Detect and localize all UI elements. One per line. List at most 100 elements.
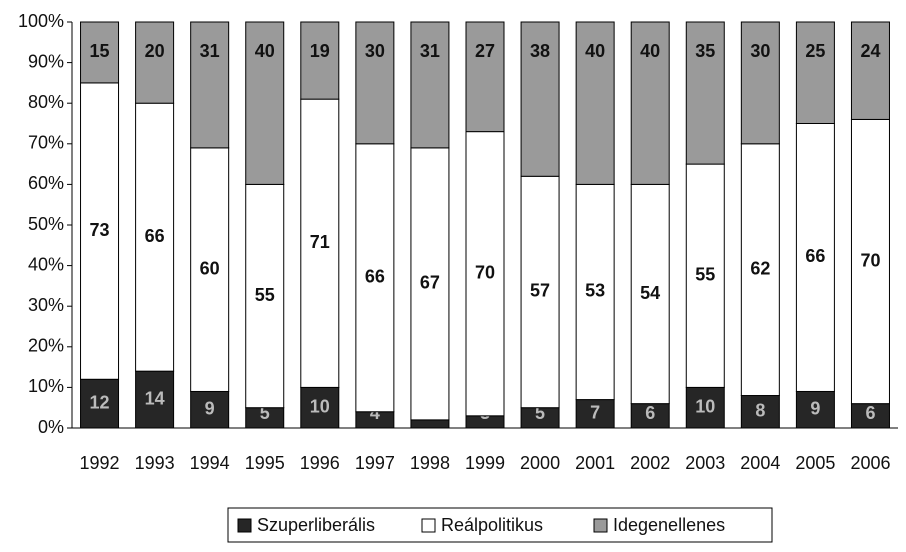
- bar-segment: [575, 21, 615, 185]
- y-tick-label: 20%: [28, 336, 64, 356]
- data-label: 7: [590, 403, 600, 423]
- data-label: 24: [860, 41, 880, 61]
- data-label: 57: [530, 281, 550, 301]
- bar-segment: [685, 386, 725, 429]
- data-label: 4: [370, 403, 380, 423]
- legend-label: Idegenellenes: [613, 515, 725, 535]
- bar-segment: [245, 183, 285, 409]
- x-tick-label: 2001: [575, 453, 615, 473]
- data-label: 31: [420, 41, 440, 61]
- y-tick-label: 40%: [28, 254, 64, 274]
- data-label: 9: [205, 398, 215, 418]
- legend-label: Szuperliberális: [257, 515, 375, 535]
- bar-segment: [520, 21, 560, 177]
- x-tick-label: 2006: [850, 453, 890, 473]
- data-label: 71: [310, 232, 330, 252]
- bar-segment: [795, 21, 835, 124]
- legend-swatch: [593, 518, 608, 533]
- y-tick-label: 100%: [18, 11, 64, 31]
- y-tick-label: 0%: [38, 417, 64, 437]
- y-tick-label: 30%: [28, 295, 64, 315]
- data-label: 40: [640, 41, 660, 61]
- data-label: 14: [145, 388, 165, 408]
- data-label: 70: [860, 250, 880, 270]
- x-tick-label: 1993: [135, 453, 175, 473]
- bar-segment: [355, 21, 395, 145]
- bar-segment: [135, 102, 175, 372]
- bar-segment: [630, 21, 670, 185]
- bar-segment: [850, 403, 890, 429]
- legend-swatch: [421, 518, 436, 533]
- data-label: 9: [810, 398, 820, 418]
- y-tick-label: 90%: [28, 51, 64, 71]
- data-label: 60: [200, 258, 220, 278]
- data-label: 38: [530, 41, 550, 61]
- bar-segment: [795, 123, 835, 392]
- data-label: 6: [645, 403, 655, 423]
- data-label: 54: [640, 283, 660, 303]
- data-label: 55: [695, 265, 715, 285]
- bar-segment: [465, 21, 505, 133]
- bar-segment: [740, 143, 780, 397]
- x-tick-label: 1996: [300, 453, 340, 473]
- y-tick-label: 50%: [28, 214, 64, 234]
- data-label: 10: [310, 396, 330, 416]
- x-tick-label: 2004: [740, 453, 780, 473]
- data-label: 5: [535, 403, 545, 423]
- bar-segment: [300, 386, 340, 429]
- legend-label: Reálpolitikus: [441, 515, 543, 535]
- data-label: 19: [310, 41, 330, 61]
- x-tick-label: 1997: [355, 453, 395, 473]
- data-label: 30: [750, 41, 770, 61]
- data-label: 31: [200, 41, 220, 61]
- bar-segment: [740, 21, 780, 145]
- data-label: 8: [755, 401, 765, 421]
- x-tick-label: 1992: [80, 453, 120, 473]
- bar-segment: [520, 175, 560, 409]
- bar-segment: [135, 370, 175, 429]
- bar-segment: [190, 147, 230, 392]
- data-label: 27: [475, 41, 495, 61]
- data-label: 40: [585, 41, 605, 61]
- bar-segment: [300, 98, 340, 388]
- x-tick-label: 1998: [410, 453, 450, 473]
- bar-segment: [850, 118, 890, 405]
- data-label: 15: [90, 41, 110, 61]
- bar-segment: [300, 21, 340, 100]
- y-tick-label: 70%: [28, 133, 64, 153]
- bar-segment: [575, 399, 615, 429]
- data-label: 40: [255, 41, 275, 61]
- x-tick-label: 2003: [685, 453, 725, 473]
- data-label: 67: [420, 273, 440, 293]
- bar-segment: [630, 183, 670, 405]
- bar-segment: [740, 395, 780, 429]
- bar-segment: [80, 82, 120, 380]
- bar-segment: [410, 147, 450, 421]
- bar-segment: [80, 21, 120, 84]
- y-tick-label: 80%: [28, 92, 64, 112]
- data-label: 35: [695, 41, 715, 61]
- legend-swatch: [237, 518, 252, 533]
- data-label: 53: [585, 281, 605, 301]
- x-tick-label: 2000: [520, 453, 560, 473]
- data-label: 70: [475, 262, 495, 282]
- bar-segment: [410, 21, 450, 149]
- bar-segment: [685, 163, 725, 388]
- bar-segment: [355, 143, 395, 413]
- data-label: 55: [255, 285, 275, 305]
- data-label: 25: [805, 41, 825, 61]
- bar-segment: [190, 390, 230, 429]
- x-tick-label: 2002: [630, 453, 670, 473]
- bar-segment: [190, 21, 230, 149]
- y-tick-label: 10%: [28, 376, 64, 396]
- legend-box: [227, 507, 773, 543]
- bar-segment: [245, 21, 285, 185]
- data-label: 12: [90, 392, 110, 412]
- data-label: 73: [90, 220, 110, 240]
- x-tick-label: 1994: [190, 453, 230, 473]
- bar-segment: [135, 21, 175, 104]
- bar-segment: [850, 21, 890, 120]
- data-label: 66: [145, 226, 165, 246]
- data-label: 5: [260, 403, 270, 423]
